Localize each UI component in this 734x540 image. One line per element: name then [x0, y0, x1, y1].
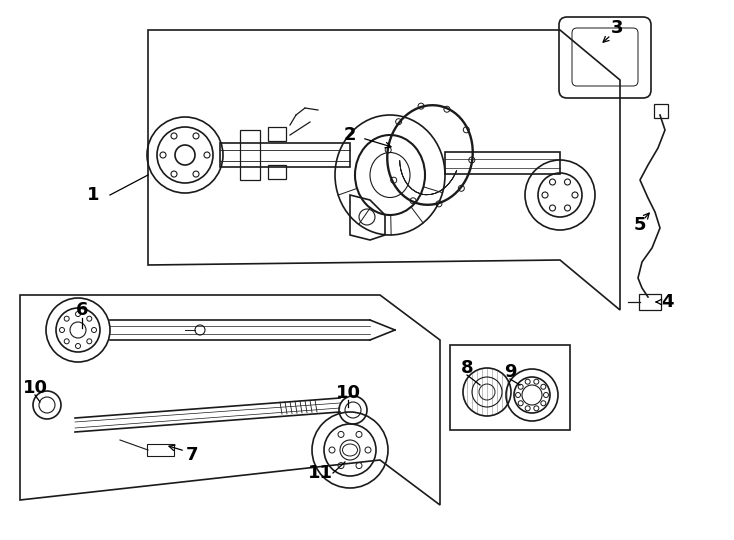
Text: 5: 5: [633, 216, 646, 234]
Text: 10: 10: [335, 384, 360, 402]
Text: 2: 2: [344, 126, 356, 144]
Text: 4: 4: [661, 293, 673, 311]
Text: 1: 1: [87, 186, 99, 204]
Text: 9: 9: [504, 363, 516, 381]
Text: 8: 8: [461, 359, 473, 377]
Text: 11: 11: [308, 464, 333, 482]
Text: 10: 10: [23, 379, 48, 397]
Text: 6: 6: [76, 301, 88, 319]
Text: 7: 7: [186, 446, 198, 464]
Text: 3: 3: [611, 19, 623, 37]
